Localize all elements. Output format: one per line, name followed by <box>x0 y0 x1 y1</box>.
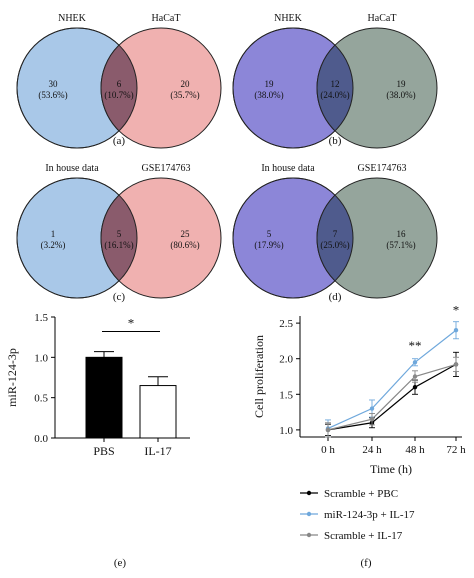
data-point <box>325 427 331 433</box>
venn-overlap-count: 6 <box>117 79 122 89</box>
venn-right-count: 16 <box>397 229 407 239</box>
venn-overlap-percent: (25.0%) <box>320 240 349 250</box>
venn-left-count: 19 <box>265 79 275 89</box>
venn-left-count: 30 <box>49 79 59 89</box>
venn-right-count: 20 <box>181 79 191 89</box>
series-line <box>327 363 457 431</box>
venn-left-percent: (17.9%) <box>254 240 283 250</box>
venn-left-percent: (3.2%) <box>41 240 66 250</box>
panel-label: (a) <box>113 135 126 147</box>
venn-set-label-right: HaCaT <box>152 13 181 24</box>
series-line <box>327 329 457 430</box>
venn-overlap-percent: (10.7%) <box>104 90 133 100</box>
bar <box>139 385 177 439</box>
venn-set-label-left: In house data <box>261 163 315 174</box>
x-tick-label: 0 h <box>321 444 335 456</box>
venn-right-percent: (80.6%) <box>170 240 199 250</box>
data-point <box>412 384 418 390</box>
y-tick-label: 2.0 <box>279 354 293 366</box>
panel-label: (b) <box>329 135 342 147</box>
venn-overlap-count: 5 <box>117 229 122 239</box>
y-tick-label: 1.0 <box>279 425 293 437</box>
venn-left-outline <box>16 27 138 149</box>
venn-right-percent: (57.1%) <box>386 240 415 250</box>
legend-marker <box>306 532 312 538</box>
data-point <box>412 374 418 379</box>
y-axis-label: Cell proliferation <box>252 335 266 418</box>
bar <box>85 356 123 439</box>
panel-label: (d) <box>329 291 342 303</box>
venn-right-percent: (38.0%) <box>386 90 415 100</box>
data-point <box>412 360 418 365</box>
y-tick-label: 1.5 <box>34 312 48 324</box>
venn-set-label-left: In house data <box>45 163 99 174</box>
y-tick-label: 0.5 <box>34 393 48 405</box>
series-line <box>327 363 457 431</box>
venn-left-count: 5 <box>267 229 272 239</box>
venn-right-count: 25 <box>181 229 191 239</box>
legend-marker <box>306 490 312 496</box>
venn-set-label-right: HaCaT <box>368 13 397 24</box>
data-point <box>369 406 375 411</box>
venn-right-count: 19 <box>397 79 407 89</box>
y-axis-label: miR-124-3p <box>5 348 19 407</box>
venn-left-outline <box>16 177 138 299</box>
venn-diagram-3 <box>16 177 222 299</box>
venn-set-label-left: NHEK <box>274 13 303 24</box>
venn-diagram-1 <box>16 27 222 149</box>
data-point <box>453 362 459 367</box>
x-tick-label: 72 h <box>446 444 466 456</box>
y-tick-label: 1.5 <box>279 389 293 401</box>
venn-right-percent: (35.7%) <box>170 90 199 100</box>
y-tick-label: 2.5 <box>279 318 293 330</box>
venn-overlap-count: 7 <box>333 229 338 239</box>
data-point <box>453 328 459 333</box>
venn-left-percent: (53.6%) <box>38 90 67 100</box>
venn-overlap-count: 12 <box>331 79 340 89</box>
significance-marker: * <box>453 303 460 318</box>
venn-overlap-percent: (16.1%) <box>104 240 133 250</box>
panel-label: (c) <box>113 291 126 303</box>
x-tick-label: PBS <box>93 444 114 458</box>
venn-left-percent: (38.0%) <box>254 90 283 100</box>
venn-diagram-2 <box>232 27 438 149</box>
venn-set-label-right: GSE174763 <box>142 163 191 174</box>
legend-marker <box>306 511 312 517</box>
legend-label: miR-124-3p + IL-17 <box>324 509 415 521</box>
venn-overlap-percent: (24.0%) <box>320 90 349 100</box>
significance-marker: * <box>128 316 135 331</box>
venn-set-label-left: NHEK <box>58 13 87 24</box>
x-axis-label: Time (h) <box>370 462 412 476</box>
venn-diagram-4 <box>232 177 438 299</box>
venn-left-outline <box>232 27 354 149</box>
venn-left-count: 1 <box>51 229 56 239</box>
significance-marker: ** <box>409 338 422 353</box>
venn-left-outline <box>232 177 354 299</box>
panel-label: (f) <box>361 557 372 569</box>
panel-label: (e) <box>114 557 127 569</box>
y-tick-label: 1.0 <box>34 352 48 364</box>
legend-label: Scramble + IL-17 <box>324 530 403 542</box>
x-tick-label: 48 h <box>405 444 425 456</box>
y-tick-label: 0.0 <box>34 433 48 445</box>
legend-label: Scramble + PBC <box>324 488 398 500</box>
x-tick-label: IL-17 <box>144 444 171 458</box>
venn-set-label-right: GSE174763 <box>358 163 407 174</box>
data-point <box>369 417 375 422</box>
x-tick-label: 24 h <box>362 444 382 456</box>
